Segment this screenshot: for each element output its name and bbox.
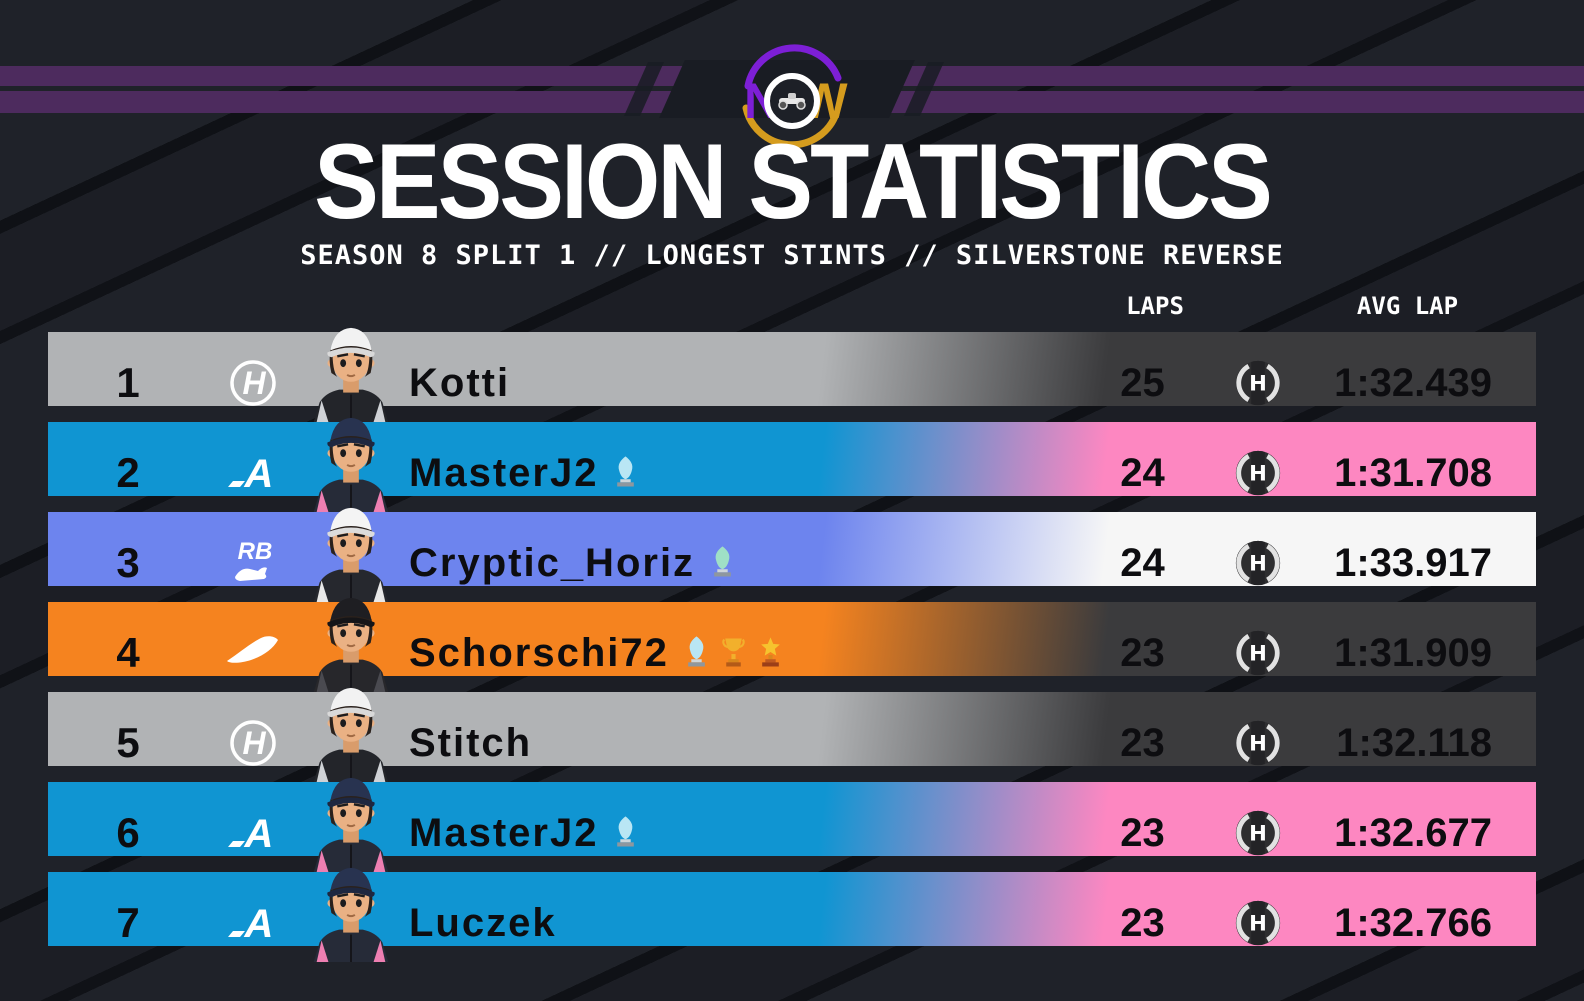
laps-value: 23 xyxy=(1120,900,1165,945)
avg-lap-value: 1:31.909 xyxy=(1334,630,1492,675)
table-row: 5 Stitch 23 H 1:32.118 xyxy=(48,692,1536,766)
position: 3 xyxy=(116,539,140,586)
position: 4 xyxy=(116,629,140,676)
svg-text:H: H xyxy=(1249,371,1267,396)
award-icons xyxy=(612,815,639,851)
award-icons xyxy=(683,635,784,671)
team-logo xyxy=(221,351,285,415)
table-row: 3 Cryptic_Horiz 24 H 1:33.917 xyxy=(48,512,1536,586)
svg-text:H: H xyxy=(1249,551,1267,576)
position: 7 xyxy=(116,899,140,946)
glass-trophy-icon xyxy=(612,815,639,851)
team-logo xyxy=(221,711,285,775)
driver-avatar xyxy=(301,410,401,512)
position: 2 xyxy=(116,449,140,496)
driver-name: Luczek xyxy=(409,900,557,945)
cup-trophy-icon xyxy=(720,635,747,671)
driver-avatar xyxy=(301,770,401,872)
table-row: 1 Kotti 25 H 1:32.439 xyxy=(48,332,1536,406)
hard-tyre-icon: H xyxy=(1232,537,1284,589)
avg-lap-value: 1:32.439 xyxy=(1334,360,1492,405)
laps-value: 23 xyxy=(1120,630,1165,675)
avg-lap-value: 1:32.118 xyxy=(1336,720,1492,765)
now-league-logo: N W xyxy=(742,44,848,149)
driver-name: Kotti xyxy=(409,360,511,405)
team-logo xyxy=(221,621,285,685)
page-subtitle: SEASON 8 SPLIT 1 // LONGEST STINTS // SI… xyxy=(300,240,1284,271)
svg-text:H: H xyxy=(1249,821,1267,846)
hard-tyre-icon: H xyxy=(1232,357,1284,409)
team-logo xyxy=(221,531,285,595)
laps-value: 23 xyxy=(1120,720,1165,765)
position: 6 xyxy=(116,809,140,856)
svg-text:H: H xyxy=(1249,641,1267,666)
driver-name: Stitch xyxy=(409,720,533,765)
hard-tyre-icon: H xyxy=(1232,627,1284,679)
table-row: 2 MasterJ2 24 H 1:31.708 xyxy=(48,422,1536,496)
column-header-laps: LAPS xyxy=(1126,292,1184,320)
driver-name: MasterJ2 xyxy=(409,810,599,855)
driver-avatar xyxy=(301,680,401,782)
glass-trophy-icon xyxy=(709,545,736,581)
position: 1 xyxy=(116,359,140,406)
laps-value: 23 xyxy=(1120,810,1165,855)
driver-avatar xyxy=(301,590,401,692)
driver-avatar xyxy=(301,320,401,422)
avg-lap-value: 1:32.766 xyxy=(1334,900,1492,945)
table-row: 6 MasterJ2 23 H 1:32.677 xyxy=(48,782,1536,856)
f1-car-icon xyxy=(778,93,806,110)
laps-value: 24 xyxy=(1120,450,1165,495)
driver-name: MasterJ2 xyxy=(409,450,599,495)
table-row: 4 Schorschi72 23 H 1:31.909 xyxy=(48,602,1536,676)
driver-name: Cryptic_Horiz xyxy=(409,540,696,585)
team-logo xyxy=(221,891,285,955)
award-icons xyxy=(709,545,736,581)
hard-tyre-icon: H xyxy=(1232,447,1284,499)
avg-lap-value: 1:32.677 xyxy=(1334,810,1492,855)
hard-tyre-icon: H xyxy=(1232,807,1284,859)
glass-trophy-icon xyxy=(683,635,710,671)
position: 5 xyxy=(116,719,140,766)
team-logo xyxy=(221,801,285,865)
team-logo xyxy=(221,441,285,505)
hard-tyre-icon: H xyxy=(1232,717,1284,769)
award-icons xyxy=(612,455,639,491)
star-trophy-icon xyxy=(757,635,784,671)
glass-trophy-icon xyxy=(612,455,639,491)
driver-avatar xyxy=(301,860,401,962)
standings-table: 1 Kotti 25 H 1:32.439 2 MasterJ2 24 H 1:… xyxy=(48,332,1536,962)
svg-text:H: H xyxy=(1249,461,1267,486)
svg-text:H: H xyxy=(1249,911,1267,936)
svg-text:H: H xyxy=(1249,731,1267,756)
avg-lap-value: 1:33.917 xyxy=(1334,540,1492,585)
laps-value: 25 xyxy=(1120,360,1165,405)
logo-purple-arc xyxy=(744,44,842,90)
driver-avatar xyxy=(301,500,401,602)
hard-tyre-icon: H xyxy=(1232,897,1284,949)
driver-name: Schorschi72 xyxy=(409,630,669,675)
column-header-avg-lap: AVG LAP xyxy=(1356,292,1459,320)
avg-lap-value: 1:31.708 xyxy=(1334,450,1492,495)
page-title: SESSION STATISTICS xyxy=(314,121,1273,242)
laps-value: 24 xyxy=(1120,540,1165,585)
logo-gold-arc xyxy=(742,104,840,149)
table-row: 7 Luczek 23 H 1:32.766 xyxy=(48,872,1536,946)
